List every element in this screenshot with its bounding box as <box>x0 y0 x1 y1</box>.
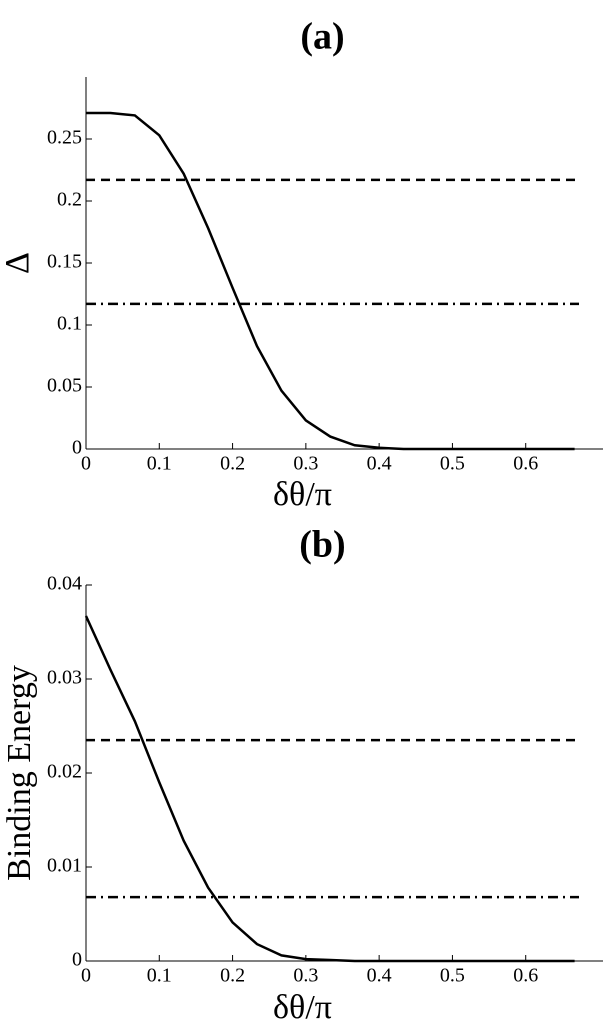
y-tick-label: 0.05 <box>47 375 82 397</box>
y-tick-label: 0.25 <box>47 127 82 149</box>
y-tick-label: 0.1 <box>57 313 82 335</box>
panel: (b) δθ/π Binding Energy 0 0.01 0.02 0.03 0.04 0 0… <box>1 524 603 1026</box>
x-tick-label: 0.4 <box>367 453 392 475</box>
panel-title: (b) <box>299 524 345 566</box>
x-tick-label: 0.6 <box>513 453 538 475</box>
x-tick-label: 0.1 <box>147 965 172 987</box>
x-axis-label: δθ/π <box>273 989 332 1026</box>
data-line <box>84 615 575 963</box>
x-tick-label: 0.3 <box>293 965 318 987</box>
y-tick-label: 0.03 <box>47 667 82 689</box>
y-tick-label: 0 <box>72 437 82 459</box>
x-axis-label: δθ/π <box>273 476 332 513</box>
panel: (a) δθ/π Δ 0 0.05 0.1 0.15 0.2 0.25 0 0.1 0.2 0.3 0.4… <box>0 16 603 513</box>
x-tick-label: 0 <box>81 453 91 475</box>
y-tick-label: 0.15 <box>47 251 82 273</box>
x-tick-label: 0.5 <box>440 965 465 987</box>
x-tick-label: 0.6 <box>513 965 538 987</box>
panel-title: (a) <box>300 16 344 58</box>
y-tick-label: 0.02 <box>47 761 82 783</box>
y-tick-label: 0 <box>72 949 82 971</box>
x-tick-label: 0.2 <box>220 965 245 987</box>
x-tick-label: 0.2 <box>220 453 245 475</box>
x-tick-label: 0.4 <box>367 965 392 987</box>
y-axis-label: Δ <box>0 252 36 274</box>
y-axis-label: Binding Energy <box>1 665 38 881</box>
y-tick-label: 0.04 <box>47 573 82 595</box>
y-tick-label: 0.2 <box>57 189 82 211</box>
data-line <box>86 111 575 451</box>
y-tick-label: 0.01 <box>47 855 82 877</box>
x-tick-label: 0.1 <box>147 453 172 475</box>
x-tick-label: 0.3 <box>293 453 318 475</box>
x-tick-label: 0 <box>81 965 91 987</box>
x-tick-label: 0.5 <box>440 453 465 475</box>
